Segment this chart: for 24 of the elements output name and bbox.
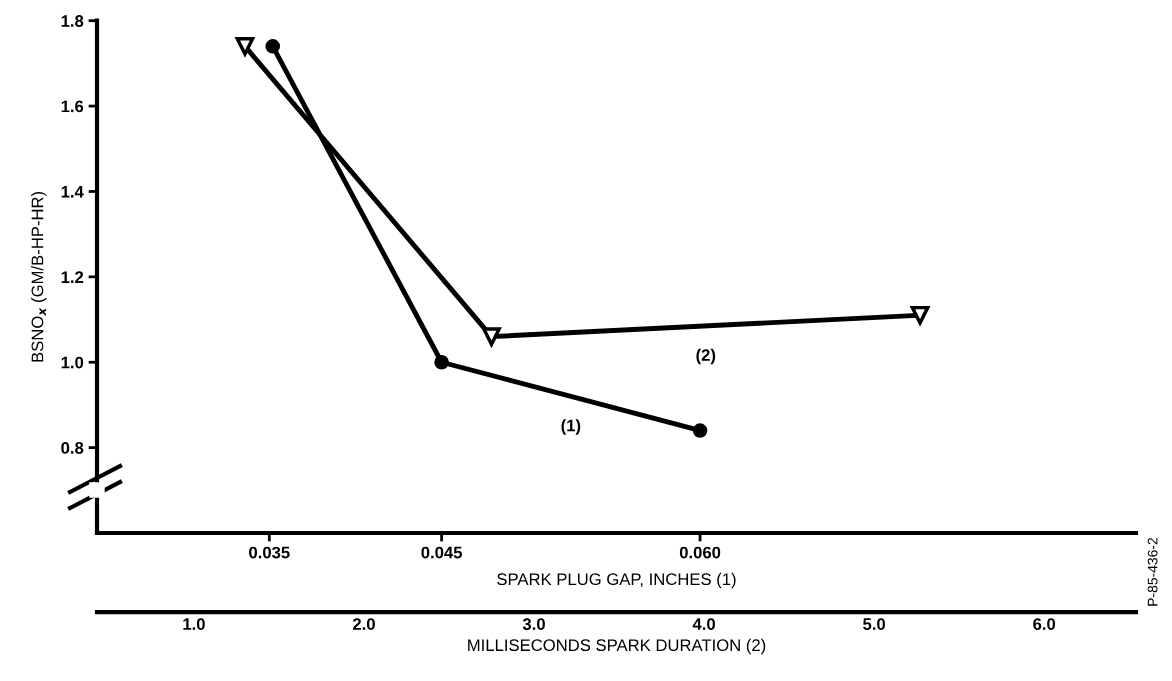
y-axis-title: BSNO$_{x}$ (GM/B-HP-HR)	[31, 191, 47, 362]
point	[434, 354, 449, 370]
y-tick-label: 1.2	[61, 271, 84, 283]
y-tick-label: 1.6	[61, 100, 84, 113]
x-tick-label: 0.035	[249, 546, 290, 559]
x2-tick-label: 5.0	[863, 618, 886, 630]
x2-tick-label: 2.0	[352, 618, 375, 630]
x2-tick-label: 1.0	[183, 618, 205, 630]
x2-axis-title: MILLISECONDS SPARK DURATION (2)	[468, 638, 766, 655]
y-tick-label: 1.4	[61, 186, 84, 198]
x-axis-title: SPARK PLUG GAP, INCHES (1)	[497, 572, 736, 589]
point	[692, 423, 708, 438]
y-tick-label: 0.8	[61, 442, 84, 454]
point	[265, 39, 281, 54]
x2-tick-label: 4.0	[692, 618, 715, 630]
x-tick-label: 0.060	[679, 546, 721, 559]
x2-tick-label: 3.0	[522, 618, 545, 630]
x-tick-label: 0.045	[421, 546, 462, 559]
y-tick-label: 1.8	[61, 15, 84, 27]
annotation: (2)	[696, 348, 716, 365]
annotation: (1)	[561, 419, 581, 435]
x2-tick-label: 6.0	[1033, 618, 1056, 630]
y-tick-label: 1.0	[61, 356, 84, 369]
text: P-85-436-2	[1147, 537, 1158, 606]
